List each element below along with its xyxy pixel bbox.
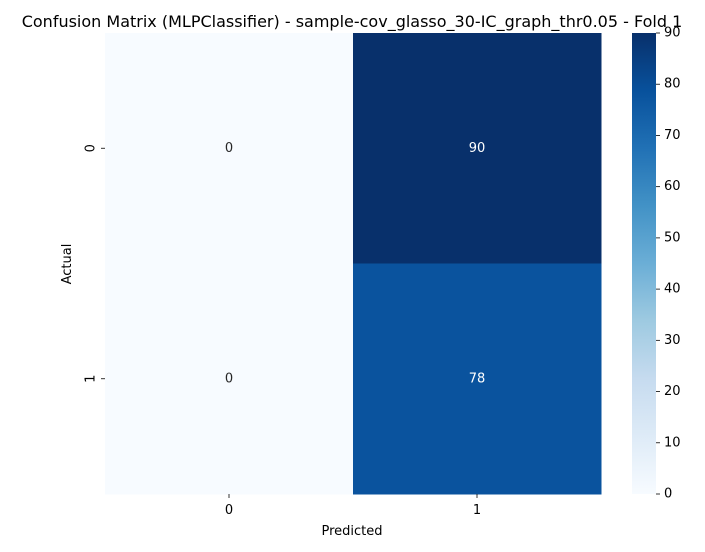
x-axis-label: Predicted: [321, 524, 382, 539]
colorbar-tick-label: 90: [664, 26, 681, 41]
cell-value-r0-c0: 0: [225, 141, 233, 156]
heatmap-cells: [105, 33, 602, 495]
colorbar-tick-label: 10: [664, 435, 681, 450]
cell-value-r0-c1: 90: [469, 141, 486, 156]
y-axis-label: Actual: [60, 244, 75, 285]
colorbar-tick-label: 60: [664, 179, 681, 194]
heatmap-cell-r1-c0: [105, 263, 354, 495]
colorbar-tick-label: 50: [664, 230, 681, 245]
colorbar-tick-label: 20: [664, 384, 681, 399]
cell-value-r1-c0: 0: [225, 371, 233, 386]
y-axis-ticks: 01: [84, 144, 105, 383]
y-tick-label: 0: [84, 144, 99, 152]
colorbar: [632, 33, 656, 494]
cell-value-r1-c1: 78: [469, 371, 486, 386]
colorbar-ticks: 0 10 20 30 40 50 60 70 80 90: [656, 26, 681, 502]
colorbar-tick-label: 30: [664, 333, 681, 348]
colorbar-tick-label: 80: [664, 77, 681, 92]
heatmap-cell-r1-c1: [353, 263, 602, 495]
colorbar-tick-label: 0: [664, 487, 672, 502]
x-tick-label: 0: [225, 503, 233, 518]
x-tick-label: 1: [473, 503, 481, 518]
heatmap-cell-r0-c0: [105, 33, 354, 264]
chart-title: Confusion Matrix (MLPClassifier) - sampl…: [22, 12, 683, 32]
heatmap-cell-r0-c1: [353, 33, 602, 264]
colorbar-tick-label: 40: [664, 282, 681, 297]
heatmap-cell-labels: 0 90 0 78: [225, 141, 485, 387]
colorbar-tick-label: 70: [664, 128, 681, 143]
y-tick-label: 1: [84, 375, 99, 383]
